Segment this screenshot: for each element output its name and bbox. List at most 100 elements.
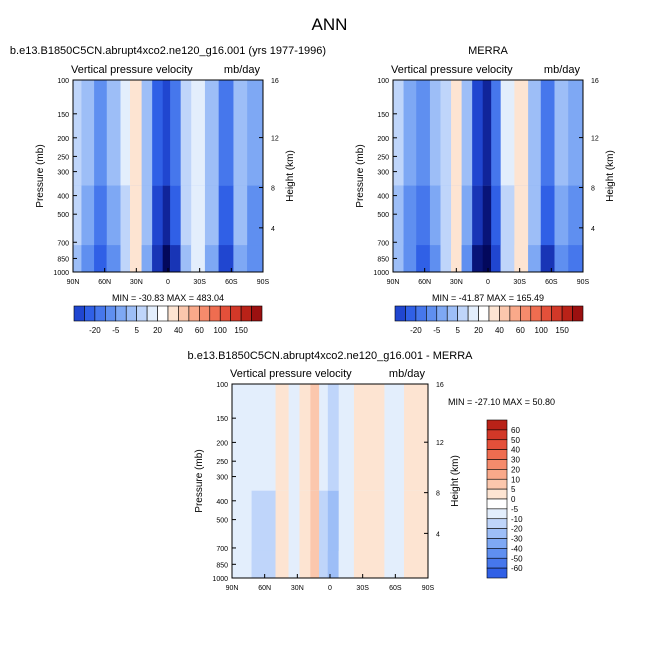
heatmap-cell — [141, 80, 153, 186]
colorbar-swatch — [157, 305, 169, 322]
heatmap-cell — [130, 245, 143, 272]
heatmap-cell — [275, 384, 290, 491]
heatmap-cell — [81, 80, 95, 186]
colorbar-swatch — [446, 305, 458, 322]
heatmap-cell — [170, 245, 182, 272]
x-tick-label: 90S — [422, 585, 435, 592]
heatmap-cell — [299, 384, 311, 491]
colorbar-swatch — [486, 469, 508, 480]
y-tick-label: 150 — [377, 112, 389, 119]
colorbar-swatch — [188, 305, 200, 322]
colorbar-swatch — [486, 439, 508, 450]
colorbar-swatch — [486, 508, 508, 520]
x-tick-label: 0 — [166, 279, 170, 286]
x-tick-label: 30S — [356, 585, 369, 592]
heatmap-cell — [162, 80, 171, 186]
y-tick-label: 150 — [216, 416, 228, 423]
colorbar-label: 150 — [555, 326, 569, 335]
colorbar-swatch — [486, 459, 508, 470]
heatmap-cell — [429, 80, 441, 186]
y-tick-label: 250 — [216, 459, 228, 466]
colorbar-swatch — [467, 305, 479, 322]
heatmap-cell — [152, 185, 164, 272]
heatmap-cell — [491, 80, 502, 186]
heatmap-cell — [327, 550, 340, 578]
heatmap-cell — [94, 245, 108, 272]
colorbar-swatch — [219, 305, 231, 322]
heatmap-cell — [170, 185, 182, 272]
heatmap-cell — [327, 490, 340, 578]
heatmap-cell — [528, 245, 542, 272]
heatmap-cell — [416, 80, 431, 186]
y-axis-label: Pressure (mb) — [194, 449, 205, 512]
heatmap-cell — [247, 245, 263, 272]
y-tick-label: 100 — [57, 78, 69, 85]
x-tick-label: 0 — [328, 585, 332, 592]
heatmap-cell — [299, 490, 311, 578]
units-label: mb/day — [224, 64, 261, 76]
colorbar-label: -20 — [89, 326, 101, 335]
variable-label: Vertical pressure velocity — [230, 368, 352, 380]
heatmap-cell — [482, 80, 492, 186]
x-tick-label: 60N — [418, 279, 431, 286]
colorbar-label: 50 — [511, 436, 520, 445]
heatmap-cell — [472, 80, 484, 186]
colorbar-swatch — [486, 528, 508, 539]
colorbar-swatch — [94, 305, 106, 322]
units-label: mb/day — [389, 368, 426, 380]
y-tick-label: 200 — [216, 440, 228, 447]
heatmap-cell — [288, 490, 301, 578]
colorbar-swatch — [520, 305, 532, 322]
heatmap-cell — [162, 185, 171, 272]
y-tick-label: 700 — [57, 240, 69, 247]
heatmap-cell — [319, 550, 329, 578]
heatmap-cell — [180, 185, 192, 272]
y-tick-label: 500 — [57, 212, 69, 219]
colorbar-swatch — [426, 305, 438, 322]
colorbar-label: -50 — [511, 554, 523, 563]
colorbar-label: -5 — [112, 326, 120, 335]
heatmap-cell — [319, 490, 329, 578]
y2-tick-label: 4 — [591, 226, 595, 233]
heatmap-cell — [451, 80, 463, 186]
colorbar-label: 60 — [195, 326, 204, 335]
y2-tick-label: 16 — [591, 78, 599, 85]
heatmap-cell — [233, 245, 248, 272]
panel-title: b.e13.B1850C5CN.abrupt4xco2.ne120_g16.00… — [188, 350, 474, 362]
heatmap-cell — [472, 185, 484, 272]
colorbar-label: 20 — [474, 326, 483, 335]
colorbar-swatch — [486, 498, 508, 510]
heatmap-cell — [106, 80, 121, 186]
heatmap-cell — [94, 80, 108, 186]
colorbar-label: 30 — [511, 456, 520, 465]
y-tick-label: 250 — [57, 154, 69, 161]
y-tick-label: 150 — [57, 112, 69, 119]
y-tick-label: 200 — [57, 136, 69, 143]
heatmap-cell — [451, 245, 463, 272]
heatmap-cell — [500, 245, 515, 272]
y-tick-label: 850 — [57, 256, 69, 263]
plot-area — [73, 80, 263, 272]
colorbar-label: -60 — [511, 564, 523, 573]
colorbar-label: 100 — [535, 326, 549, 335]
x-tick-label: 30S — [193, 279, 206, 286]
heatmap-cell — [461, 245, 473, 272]
heatmap-cell — [120, 245, 131, 272]
x-tick-label: 30N — [130, 279, 143, 286]
y-tick-label: 500 — [216, 518, 228, 525]
colorbar-swatch — [486, 548, 508, 559]
heatmap-cell — [540, 245, 555, 272]
heatmap-cell — [353, 550, 385, 578]
colorbar-label: -20 — [511, 525, 523, 534]
colorbar-swatch — [251, 305, 263, 322]
y-tick-label: 400 — [216, 499, 228, 506]
colorbar-swatch — [486, 567, 508, 579]
colorbar-swatch — [240, 305, 252, 322]
units-label: mb/day — [544, 64, 581, 76]
y2-tick-label: 12 — [271, 136, 279, 143]
heatmap-cell — [141, 245, 153, 272]
x-tick-label: 60S — [225, 279, 238, 286]
colorbar-label: 10 — [511, 475, 520, 484]
y2-tick-label: 4 — [271, 226, 275, 233]
